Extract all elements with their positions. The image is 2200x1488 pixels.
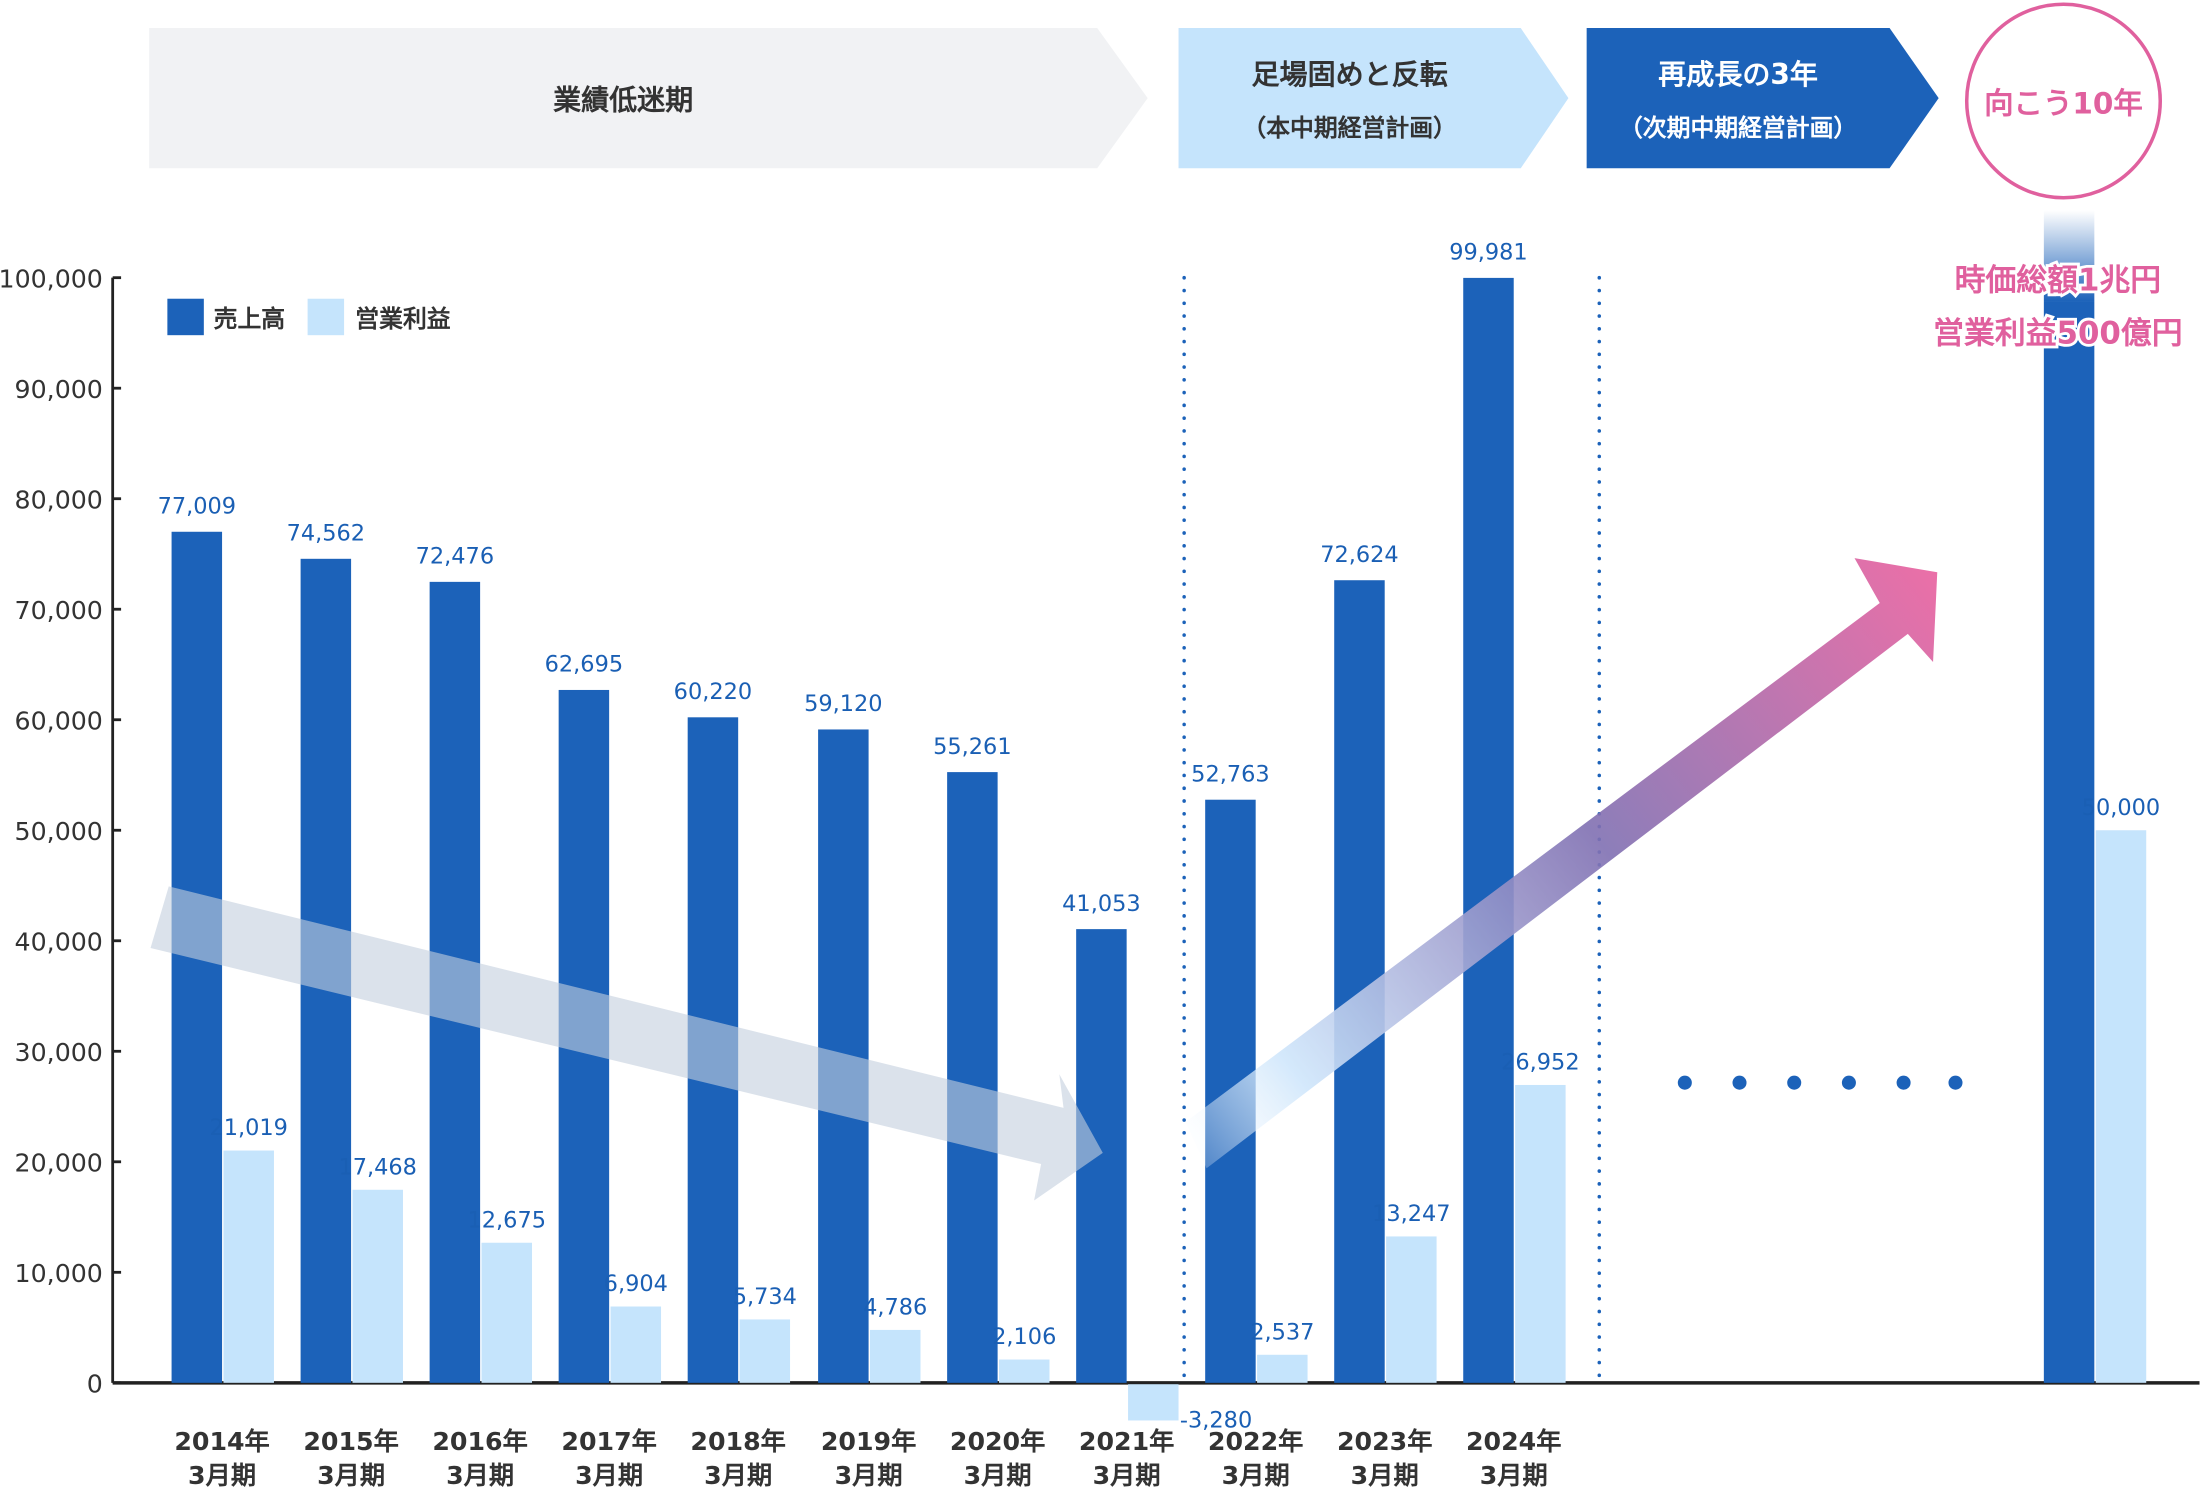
x-tick-label-period: 3月期	[1222, 1461, 1290, 1488]
bar-label-profit: 2,106	[992, 1324, 1056, 1350]
decline-arrow	[150, 886, 1103, 1201]
x-tick-label-year: 2016年	[432, 1427, 527, 1456]
bar-label-profit: 50,000	[2082, 795, 2160, 821]
x-tick-label-period: 3月期	[704, 1461, 772, 1488]
bar-profit	[739, 1319, 791, 1383]
x-tick-label-period: 3月期	[317, 1461, 385, 1488]
bar-profit	[1515, 1084, 1566, 1383]
future-target-text: 時価総額1兆円	[1955, 262, 2162, 298]
bar-label-profit: -3,280	[1180, 1407, 1252, 1433]
bar-label-sales: 72,624	[1320, 542, 1398, 568]
legend-label-sales: 売上高	[214, 305, 285, 333]
future-circle-label: 向こう10年	[1984, 87, 2143, 121]
phase-subtitle: （次期中期経営計画）	[1619, 114, 1857, 142]
bar-profit	[2095, 830, 2147, 1383]
growth-arrow	[1185, 558, 1938, 1169]
phase-title: 業績低迷期	[553, 83, 693, 116]
bar-label-sales: 60,220	[674, 679, 752, 705]
bar-profit	[1386, 1236, 1437, 1383]
bar-profit	[481, 1242, 533, 1383]
phase-title: 再成長の3年	[1658, 58, 1818, 91]
bar-profit	[610, 1306, 662, 1383]
bar-sales-future-fade	[2043, 210, 2095, 302]
x-tick-label-year: 2020年	[950, 1427, 1045, 1456]
bar-profit	[1257, 1354, 1308, 1383]
y-tick-label: 60,000	[15, 707, 103, 736]
y-tick-label: 40,000	[15, 928, 103, 957]
x-tick-label-period: 3月期	[1351, 1461, 1419, 1488]
bar-label-profit: 6,904	[604, 1271, 668, 1297]
x-tick-label-year: 2019年	[821, 1427, 916, 1456]
y-tick-label: 0	[87, 1370, 103, 1399]
y-tick-label: 30,000	[15, 1038, 103, 1067]
bar-label-sales: 74,562	[287, 521, 365, 547]
bar-label-profit: 21,019	[209, 1115, 287, 1141]
x-tick-label-period: 3月期	[1480, 1461, 1548, 1488]
ellipsis-dot	[1841, 1075, 1856, 1090]
ellipsis-dot	[1896, 1075, 1911, 1090]
bar-sales-future	[2043, 301, 2095, 1383]
phase-banner	[1586, 28, 1939, 169]
bar-label-sales: 59,120	[804, 691, 882, 717]
x-tick-label-year: 2014年	[174, 1427, 269, 1456]
ellipsis-dot	[1677, 1075, 1692, 1090]
x-tick-label-period: 3月期	[188, 1461, 256, 1488]
x-tick-label-year: 2023年	[1337, 1427, 1432, 1456]
bar-label-sales: 72,476	[416, 544, 494, 570]
y-tick-label: 50,000	[15, 817, 103, 846]
x-tick-label-year: 2024年	[1466, 1427, 1561, 1456]
bar-label-sales: 55,261	[933, 734, 1011, 760]
bar-label-profit: 13,247	[1372, 1201, 1450, 1227]
bar-label-sales: 77,009	[158, 494, 236, 520]
y-tick-label: 90,000	[15, 375, 103, 404]
x-tick-label-year: 2017年	[561, 1427, 656, 1456]
bar-label-profit: 2,537	[1250, 1319, 1314, 1345]
bar-label-profit: 4,786	[863, 1294, 927, 1320]
bar-profit	[999, 1359, 1050, 1383]
bar-profit	[223, 1150, 274, 1383]
x-tick-label-year: 2018年	[690, 1427, 785, 1456]
phase-banner	[149, 28, 1148, 169]
bar-profit	[869, 1329, 921, 1383]
bar-sales	[1463, 277, 1514, 1383]
y-tick-label: 100,000	[0, 265, 103, 294]
x-tick-label-period: 3月期	[835, 1461, 903, 1488]
bar-label-sales: 62,695	[545, 652, 623, 678]
future-circle	[1964, 2, 2163, 200]
legend-swatch-profit	[307, 298, 345, 336]
ellipsis-dot	[1732, 1075, 1747, 1090]
ellipsis-dot	[1948, 1075, 1963, 1090]
phase-title: 足場固めと反転	[1252, 58, 1448, 91]
y-tick-label: 80,000	[15, 486, 103, 515]
x-tick-label-year: 2022年	[1208, 1427, 1303, 1456]
x-tick-label-period: 3月期	[575, 1461, 643, 1488]
x-tick-label-period: 3月期	[446, 1461, 514, 1488]
x-tick-label-period: 3月期	[964, 1461, 1032, 1488]
bar-label-sales: 41,053	[1062, 891, 1140, 917]
bar-label-profit: 26,952	[1501, 1050, 1579, 1076]
phase-banner	[1178, 28, 1569, 169]
y-tick-label: 70,000	[15, 596, 103, 625]
legend-swatch-sales	[167, 298, 204, 336]
future-target-text: 営業利益500億円	[1933, 316, 2182, 352]
phase-subtitle: （本中期経営計画）	[1242, 114, 1456, 142]
y-tick-label: 10,000	[15, 1259, 103, 1288]
legend-label-profit: 営業利益	[355, 305, 450, 333]
y-tick-label: 20,000	[15, 1149, 103, 1178]
bar-profit	[352, 1189, 403, 1383]
bar-sales	[947, 772, 998, 1383]
bar-label-sales: 99,981	[1449, 240, 1527, 266]
x-tick-label-year: 2015年	[303, 1427, 398, 1456]
x-tick-label-period: 3月期	[1093, 1461, 1161, 1488]
bar-label-profit: 5,734	[733, 1284, 797, 1310]
bar-profit	[1128, 1384, 1179, 1421]
bar-label-profit: 12,675	[468, 1207, 546, 1233]
bar-label-profit: 17,468	[339, 1154, 417, 1180]
ellipsis-dot	[1787, 1075, 1802, 1090]
x-tick-label-year: 2021年	[1079, 1427, 1174, 1456]
bar-label-sales: 52,763	[1191, 761, 1269, 787]
